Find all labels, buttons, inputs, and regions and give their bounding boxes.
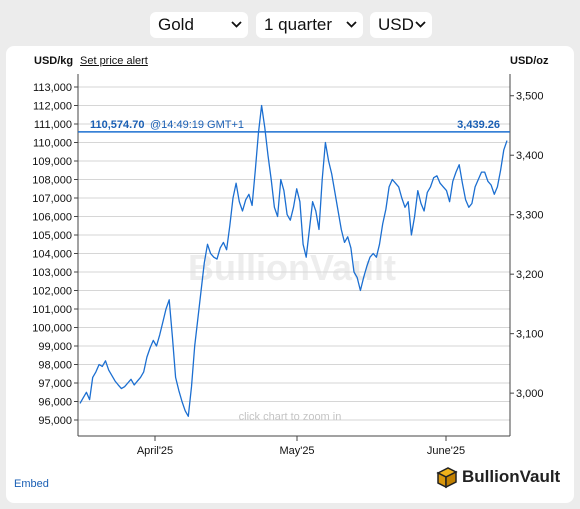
top-bar: Gold 1 quarter USD: [0, 0, 580, 46]
gold-bar-icon: [436, 467, 458, 489]
set-price-alert-link[interactable]: Set price alert: [80, 55, 148, 67]
left-tick-label: 110,000: [33, 138, 72, 150]
period-select[interactable]: 1 quarter: [256, 12, 363, 38]
left-tick-label: 113,000: [33, 82, 72, 94]
period-select-value: 1 quarter: [264, 15, 333, 34]
right-axis-unit: USD/oz: [510, 55, 549, 67]
left-tick-label: 109,000: [32, 156, 72, 168]
chevron-down-icon: [231, 21, 242, 28]
x-tick-label: June'25: [427, 445, 465, 457]
left-tick-label: 98,000: [38, 360, 72, 372]
left-tick-label: 106,000: [32, 212, 72, 224]
zoom-hint: click chart to zoom in: [239, 411, 342, 423]
right-tick-label: 3,000: [516, 388, 544, 400]
chart-grid: [78, 86, 510, 421]
left-tick-label: 96,000: [38, 397, 72, 409]
left-axis-unit: USD/kg: [34, 55, 74, 67]
current-price-time-label: @14:49:19 GMT+1: [150, 119, 244, 131]
left-tick-label: 108,000: [32, 175, 72, 187]
chevron-down-icon: [346, 21, 357, 28]
metal-select-value: Gold: [158, 15, 194, 34]
chevron-down-icon: [415, 21, 426, 28]
left-tick-label: 99,000: [38, 341, 72, 353]
left-axis: 95,000 96,000 97,000 98,000 99,000 100,000 101…: [32, 74, 79, 436]
currency-select[interactable]: USD: [370, 12, 432, 38]
metal-select[interactable]: Gold: [150, 12, 248, 38]
left-tick-label: 105,000: [32, 230, 72, 242]
x-tick-label: May'25: [279, 445, 314, 457]
left-tick-label: 103,000: [32, 267, 72, 279]
x-tick-label: April'25: [137, 445, 173, 457]
left-tick-label: 104,000: [32, 249, 72, 261]
gold-price-series: [79, 104, 508, 417]
logo-text: BullionVault: [462, 467, 561, 486]
currency-select-value: USD: [378, 15, 414, 34]
left-tick-label: 101,000: [32, 304, 72, 316]
bullionvault-logo: BullionVault: [434, 464, 564, 490]
right-tick-label: 3,400: [516, 150, 544, 162]
current-price-oz-label: 3,439.26: [457, 119, 500, 131]
embed-link[interactable]: Embed: [14, 478, 49, 490]
chart-panel: [6, 46, 574, 503]
left-tick-label: 111,000: [34, 119, 72, 131]
left-tick-label: 107,000: [32, 193, 72, 205]
x-axis: April'25 May'25 June'25: [78, 435, 510, 457]
right-tick-label: 3,100: [516, 329, 544, 341]
left-tick-label: 97,000: [38, 378, 72, 390]
right-tick-label: 3,500: [516, 91, 544, 103]
left-tick-label: 112,000: [33, 101, 72, 113]
series-line: [79, 104, 508, 417]
left-tick-label: 95,000: [38, 415, 72, 427]
right-axis: 3,000 3,100 3,200 3,300 3,400 3,500: [509, 74, 544, 436]
current-price-kg-label: 110,574.70: [90, 119, 144, 131]
right-tick-label: 3,200: [516, 269, 544, 281]
right-tick-label: 3,300: [516, 210, 544, 222]
left-tick-label: 100,000: [32, 323, 72, 335]
left-tick-label: 102,000: [32, 286, 72, 298]
